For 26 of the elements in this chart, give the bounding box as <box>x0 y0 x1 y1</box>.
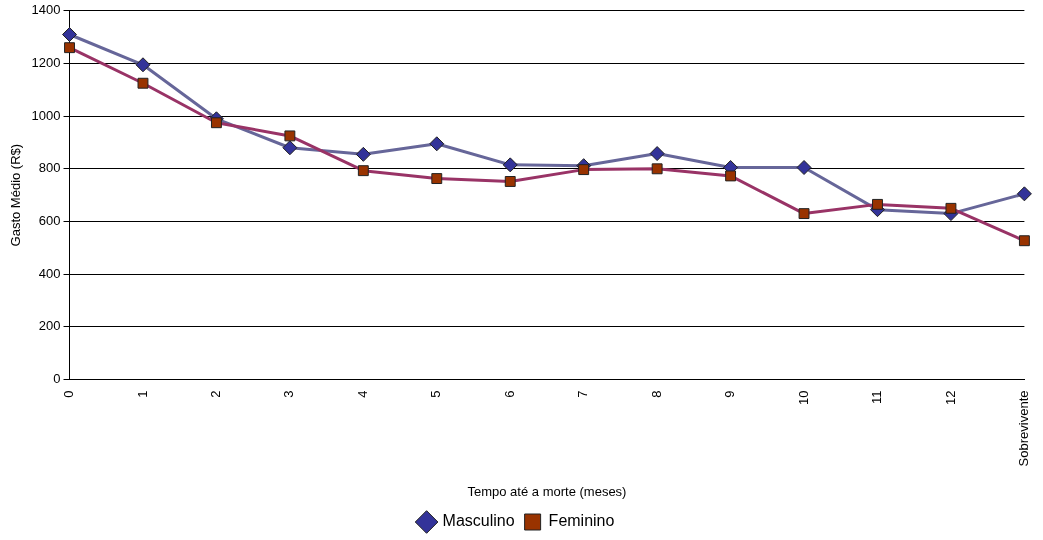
y-tick-label: 200 <box>38 318 61 334</box>
x-tick-label: 3 <box>281 390 297 398</box>
x-tick-label: 6 <box>501 390 517 398</box>
legend-label: Masculino <box>442 512 515 530</box>
y-axis-title: Gasto Médio (R$) <box>8 143 24 247</box>
x-tick-label: 11 <box>869 390 885 405</box>
x-axis-title: Tempo até a morte (meses) <box>467 483 627 499</box>
x-tick-label: Sobrevivente <box>1015 390 1031 467</box>
y-tick-label: 0 <box>53 371 61 387</box>
x-tick-label: 1 <box>134 390 150 398</box>
y-tick-label: 1000 <box>31 107 61 123</box>
x-tick-label: 2 <box>208 390 223 398</box>
y-tick-label: 1400 <box>31 2 61 18</box>
y-tick-label: 800 <box>38 160 61 176</box>
y-tick-label: 1200 <box>31 55 61 71</box>
x-tick-label: 0 <box>61 390 77 398</box>
x-tick-label: 4 <box>354 390 370 398</box>
y-tick-label: 600 <box>38 213 61 229</box>
x-tick-label: 5 <box>428 390 444 398</box>
y-tick-label: 400 <box>38 265 61 281</box>
x-tick-label: 8 <box>648 390 664 398</box>
x-tick-label: 10 <box>795 390 811 405</box>
x-tick-label: 9 <box>722 390 738 398</box>
x-tick-label: 7 <box>575 390 591 398</box>
x-tick-label: 12 <box>942 390 958 405</box>
legend-label: Feminino <box>548 512 615 530</box>
